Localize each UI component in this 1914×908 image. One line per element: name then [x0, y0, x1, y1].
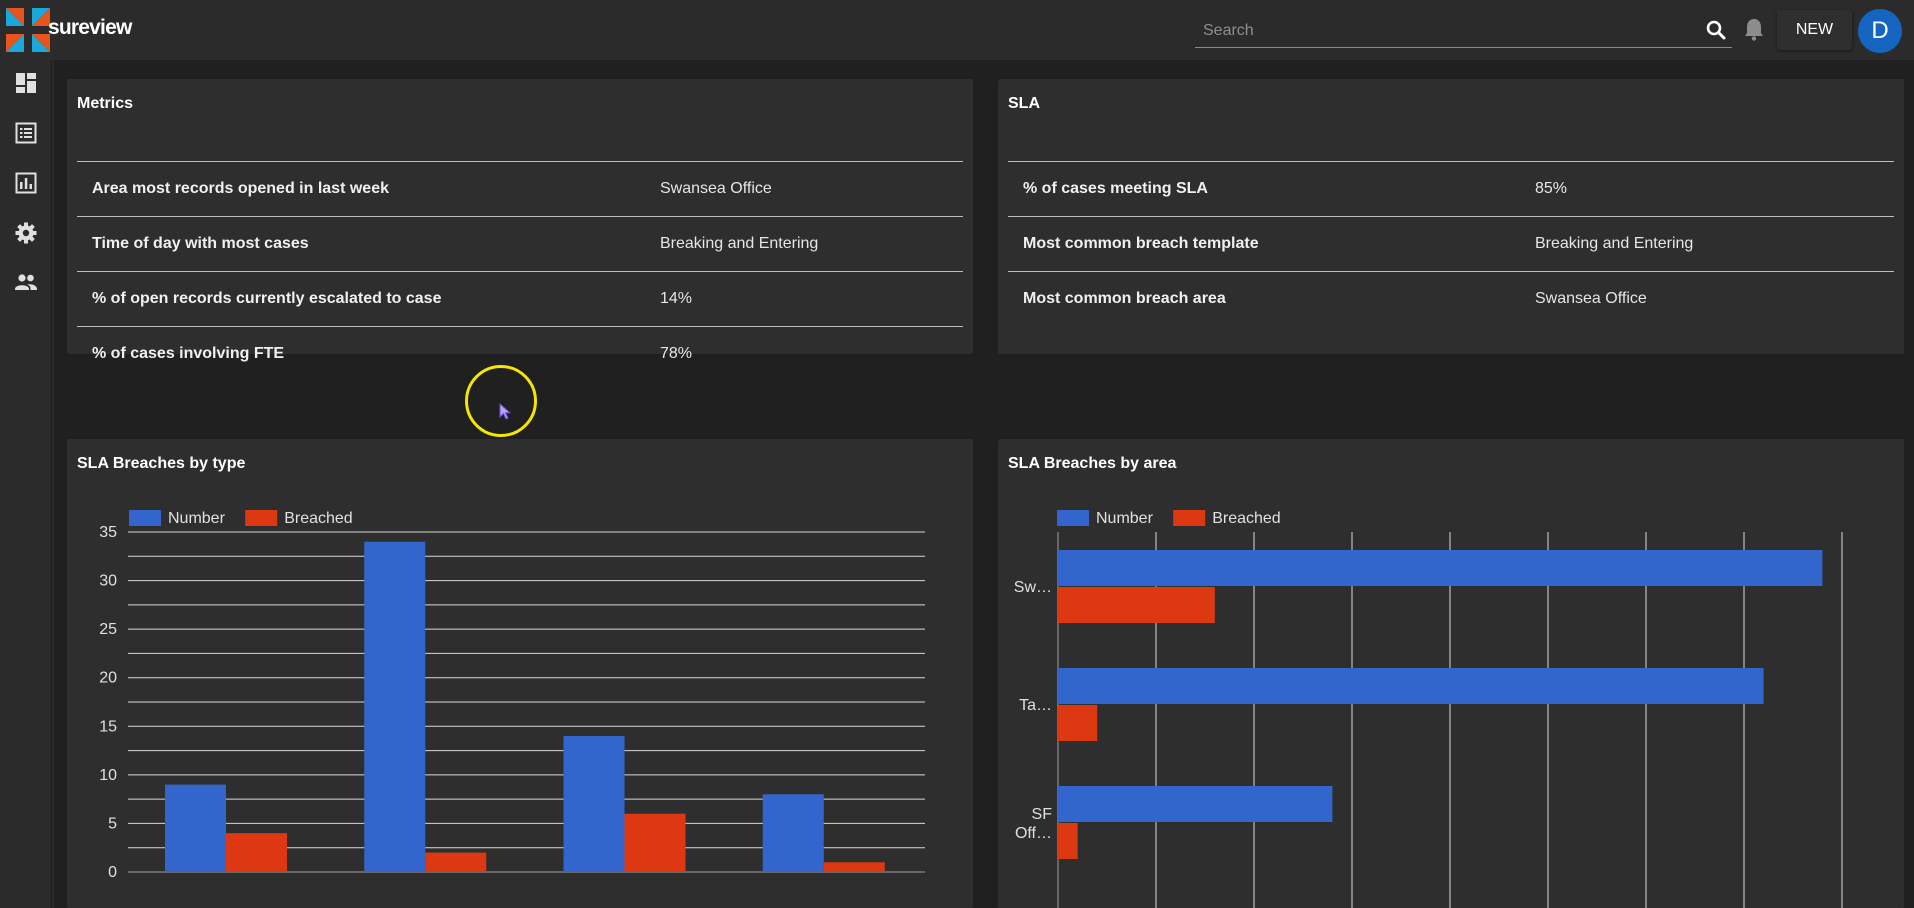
metric-value: Swansea Office: [660, 180, 772, 197]
metric-label: % of open records currently escalated to…: [92, 290, 442, 307]
sla-value: Swansea Office: [1535, 290, 1647, 307]
bar-number: [563, 736, 625, 872]
y-tick-label: 5: [108, 815, 117, 832]
legend-swatch-number: [1057, 510, 1089, 526]
table-row: Most common breach area Swansea Office: [1008, 271, 1894, 326]
sidebar-item-records[interactable]: [12, 119, 40, 147]
legend-swatch-breached: [245, 510, 278, 526]
sla-value: Breaking and Entering: [1535, 235, 1694, 252]
sidebar-item-dashboard[interactable]: [12, 69, 40, 97]
metrics-title: Metrics: [77, 95, 134, 112]
user-avatar[interactable]: D: [1858, 9, 1902, 53]
table-row: % of open records currently escalated to…: [77, 271, 963, 326]
bar-number: [1058, 786, 1333, 822]
y-tick-label: 25: [99, 621, 117, 638]
bar-breached: [624, 813, 686, 872]
bar-number: [1058, 668, 1764, 704]
sla-panel: SLA % of cases meeting SLA 85% Most comm…: [998, 79, 1904, 354]
sidebar-item-settings[interactable]: [12, 219, 40, 247]
category-label: Ta…: [1019, 697, 1052, 714]
sidebar: [0, 60, 52, 908]
legend-swatch-number: [129, 510, 161, 526]
bell-icon[interactable]: [1743, 17, 1765, 41]
breaches-by-area-chart: Number Breached Sw… Ta… SF Off…: [1014, 510, 1843, 908]
dashboard-icon: [16, 73, 36, 93]
y-tick-label: 15: [99, 718, 117, 735]
metric-value: Breaking and Entering: [660, 235, 819, 252]
sla-label: % of cases meeting SLA: [1023, 180, 1208, 197]
breaches-by-area-panel: SLA Breaches by area Number Breached Sw… Ta…: [998, 439, 1904, 908]
table-row: Most common breach template Breaking and…: [1008, 216, 1894, 271]
bar-number: [364, 541, 426, 872]
bar-breached: [823, 862, 885, 872]
people-icon: [15, 274, 37, 290]
sidebar-item-reports[interactable]: [12, 169, 40, 197]
sidebar-item-users[interactable]: [12, 268, 40, 296]
legend-label-breached: Breached: [1212, 510, 1281, 527]
table-row: Area most records opened in last week Sw…: [77, 161, 963, 216]
sla-label: Most common breach template: [1023, 235, 1259, 252]
metric-label: Time of day with most cases: [92, 235, 309, 252]
mouse-cursor-icon: [499, 403, 512, 420]
bar-number: [762, 794, 824, 872]
metric-value: 14%: [660, 290, 693, 307]
y-tick-label: 10: [99, 767, 117, 784]
legend-label-number: Number: [1096, 510, 1154, 527]
breaches-by-type-chart: Number Breached 0 5 10 15 20 25 30 35: [99, 510, 925, 881]
legend-label-number: Number: [168, 510, 226, 527]
breaches-by-area-title: SLA Breaches by area: [1008, 455, 1177, 472]
sla-title: SLA: [1008, 95, 1040, 112]
metric-label: % of cases involving FTE: [92, 345, 285, 362]
bar-breached: [1058, 587, 1215, 623]
cursor-highlight: [465, 365, 537, 437]
metrics-panel: Metrics Area most records opened in last…: [67, 79, 973, 362]
category-label: Sw…: [1014, 579, 1052, 596]
dashboard-main: Metrics Area most records opened in last…: [54, 60, 1914, 908]
bar-breached: [1058, 705, 1098, 741]
search-bar: [1195, 16, 1732, 48]
breaches-by-type-title: SLA Breaches by type: [77, 455, 246, 472]
breaches-by-type-panel: SLA Breaches by type Number Breached 0 5 10 1…: [67, 439, 973, 908]
table-row: Time of day with most cases Breaking and…: [77, 216, 963, 271]
y-tick-label: 30: [99, 573, 117, 590]
table-row: % of cases meeting SLA 85%: [1008, 161, 1894, 216]
search-icon[interactable]: [1706, 20, 1726, 40]
bar-chart-icon: [15, 172, 37, 194]
table-row: % of cases involving FTE 78%: [77, 326, 963, 381]
bar-breached: [1058, 823, 1078, 859]
bar-breached: [425, 852, 487, 872]
new-button[interactable]: NEW: [1777, 10, 1852, 50]
category-label: SF: [1032, 806, 1053, 823]
sla-value: 85%: [1535, 180, 1568, 197]
bar-breached: [226, 833, 287, 872]
search-input[interactable]: [1195, 16, 1732, 46]
sureview-logo[interactable]: [4, 6, 52, 54]
bar-number: [1058, 550, 1823, 586]
sla-label: Most common breach area: [1023, 290, 1226, 307]
bar-number: [165, 784, 226, 872]
y-tick-label: 0: [108, 864, 117, 881]
metric-value: 78%: [660, 345, 693, 362]
y-tick-label: 20: [99, 670, 117, 687]
legend-label-breached: Breached: [284, 510, 353, 527]
legend-swatch-breached: [1173, 510, 1206, 526]
list-icon: [15, 122, 37, 144]
top-bar: sureview NEW D: [0, 0, 1914, 60]
metric-label: Area most records opened in last week: [92, 180, 389, 197]
brand-name: sureview: [48, 16, 132, 39]
category-label: Off…: [1015, 825, 1052, 842]
gear-icon: [15, 222, 37, 244]
y-tick-label: 35: [99, 524, 117, 541]
